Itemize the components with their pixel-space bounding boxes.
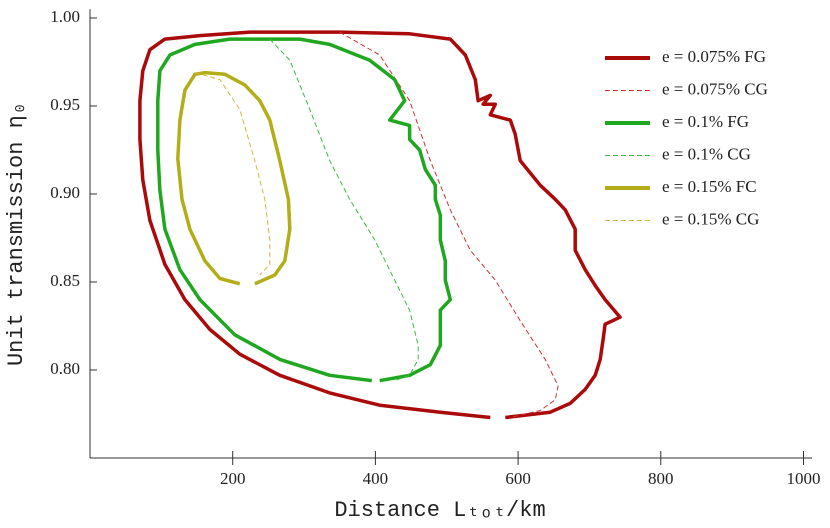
legend-label: e = 0.075% CG <box>662 79 768 98</box>
series-line <box>138 30 622 420</box>
legend-label: e = 0.075% FG <box>662 47 766 66</box>
series-line <box>339 31 559 418</box>
y-tick-label: 0.95 <box>50 95 80 114</box>
series-line <box>156 37 453 383</box>
y-tick-label: 0.80 <box>50 359 80 378</box>
y-tick-label: 0.85 <box>50 271 80 290</box>
x-tick-label: 1000 <box>787 469 821 488</box>
legend-label: e = 0.15% CG <box>662 209 759 228</box>
y-tick-label: 1.00 <box>50 7 80 26</box>
series-line <box>194 72 271 276</box>
x-tick-label: 200 <box>220 469 246 488</box>
x-axis-label: Distance Lₜₒₜ/km <box>334 498 545 523</box>
legend-label: e = 0.1% FG <box>662 112 749 131</box>
x-tick-label: 600 <box>505 469 531 488</box>
legend-label: e = 0.1% CG <box>662 144 751 163</box>
series-line <box>269 38 419 382</box>
legend-label: e = 0.15% FC <box>662 177 757 196</box>
x-tick-label: 800 <box>648 469 674 488</box>
series-line <box>176 70 292 286</box>
y-tick-label: 0.90 <box>50 183 80 202</box>
x-tick-label: 400 <box>363 469 389 488</box>
y-axis-label: Unit transmission η₀ <box>4 102 29 366</box>
